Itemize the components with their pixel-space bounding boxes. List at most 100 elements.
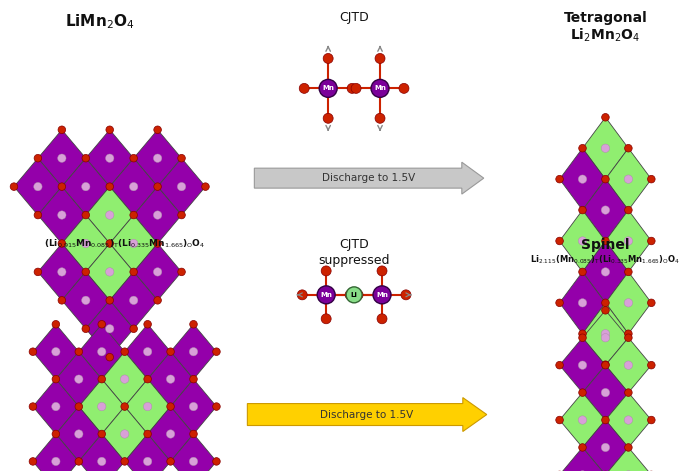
- Text: Li$_{2.115}$(Mn$_{0.085}$)$_\mathrm{T}$(Li$_{0.335}$Mn$_{1.665}$)$_\mathrm{O}$O$: Li$_{2.115}$(Mn$_{0.085}$)$_\mathrm{T}$(…: [531, 254, 680, 267]
- Polygon shape: [559, 210, 606, 272]
- FancyArrow shape: [254, 162, 484, 194]
- Circle shape: [82, 268, 90, 276]
- Text: Li: Li: [351, 292, 358, 298]
- Circle shape: [154, 183, 162, 190]
- Circle shape: [144, 320, 151, 328]
- Circle shape: [57, 154, 66, 162]
- Circle shape: [52, 375, 60, 383]
- Polygon shape: [606, 393, 651, 447]
- Circle shape: [377, 266, 387, 276]
- Polygon shape: [86, 244, 134, 300]
- Polygon shape: [606, 272, 651, 334]
- Circle shape: [578, 237, 587, 245]
- Text: Mn: Mn: [376, 292, 388, 298]
- Polygon shape: [62, 215, 110, 272]
- Polygon shape: [134, 186, 181, 244]
- Polygon shape: [158, 158, 206, 215]
- Circle shape: [579, 444, 587, 451]
- Circle shape: [601, 268, 610, 276]
- Circle shape: [130, 268, 137, 276]
- Circle shape: [556, 416, 564, 424]
- Circle shape: [97, 402, 106, 411]
- Circle shape: [321, 314, 331, 324]
- Circle shape: [121, 348, 129, 355]
- Text: CJTD: CJTD: [340, 238, 369, 251]
- Text: Li$_2$Mn$_2$O$_4$: Li$_2$Mn$_2$O$_4$: [570, 26, 640, 44]
- Circle shape: [624, 389, 632, 396]
- Circle shape: [624, 237, 633, 245]
- Circle shape: [602, 237, 609, 245]
- Circle shape: [601, 329, 610, 338]
- Circle shape: [373, 286, 391, 304]
- Circle shape: [98, 320, 106, 328]
- Circle shape: [578, 471, 587, 472]
- Polygon shape: [582, 310, 629, 365]
- Circle shape: [106, 354, 113, 361]
- FancyArrow shape: [247, 397, 486, 431]
- Text: CJTD: CJTD: [340, 10, 369, 24]
- Circle shape: [624, 471, 633, 472]
- Circle shape: [624, 361, 633, 370]
- Polygon shape: [582, 241, 629, 303]
- Text: Tetragonal: Tetragonal: [564, 10, 648, 25]
- Polygon shape: [102, 406, 148, 462]
- Circle shape: [82, 154, 90, 162]
- Circle shape: [351, 84, 361, 93]
- Text: Mn: Mn: [320, 292, 332, 298]
- Circle shape: [624, 268, 632, 276]
- Circle shape: [75, 348, 83, 355]
- Circle shape: [601, 443, 610, 452]
- Polygon shape: [33, 379, 79, 434]
- Circle shape: [153, 211, 162, 219]
- Circle shape: [601, 144, 610, 152]
- Polygon shape: [582, 365, 629, 420]
- Polygon shape: [102, 352, 148, 406]
- Polygon shape: [86, 186, 134, 244]
- Circle shape: [556, 471, 564, 472]
- Circle shape: [371, 79, 389, 97]
- Circle shape: [299, 84, 309, 93]
- Polygon shape: [38, 130, 86, 186]
- Text: Spinel: Spinel: [581, 238, 630, 252]
- Polygon shape: [582, 118, 629, 179]
- Circle shape: [602, 362, 609, 369]
- Polygon shape: [86, 300, 134, 357]
- Circle shape: [579, 389, 587, 396]
- Circle shape: [319, 79, 337, 97]
- Circle shape: [189, 347, 197, 356]
- Circle shape: [578, 175, 587, 183]
- Circle shape: [602, 471, 609, 472]
- Circle shape: [34, 154, 42, 162]
- Circle shape: [624, 334, 632, 342]
- Polygon shape: [582, 303, 629, 365]
- Circle shape: [556, 237, 564, 245]
- Polygon shape: [125, 379, 171, 434]
- Circle shape: [97, 347, 106, 356]
- Circle shape: [34, 183, 42, 191]
- Polygon shape: [56, 406, 102, 462]
- Circle shape: [377, 314, 387, 324]
- Circle shape: [323, 113, 333, 123]
- Circle shape: [624, 206, 632, 214]
- Circle shape: [121, 403, 129, 410]
- Circle shape: [624, 299, 633, 307]
- Circle shape: [190, 375, 197, 383]
- Circle shape: [82, 211, 90, 219]
- Circle shape: [579, 268, 587, 276]
- Circle shape: [323, 53, 333, 63]
- Text: Discharge to 1.5V: Discharge to 1.5V: [323, 173, 416, 183]
- Circle shape: [177, 183, 186, 191]
- Circle shape: [120, 375, 129, 383]
- Polygon shape: [134, 244, 181, 300]
- Circle shape: [602, 416, 609, 424]
- Circle shape: [648, 237, 655, 245]
- Circle shape: [345, 290, 355, 300]
- Circle shape: [82, 183, 90, 191]
- Circle shape: [189, 457, 197, 465]
- Circle shape: [190, 320, 197, 328]
- Circle shape: [624, 416, 633, 424]
- Circle shape: [106, 268, 114, 276]
- Circle shape: [601, 388, 610, 397]
- Circle shape: [144, 347, 152, 356]
- Circle shape: [578, 416, 587, 424]
